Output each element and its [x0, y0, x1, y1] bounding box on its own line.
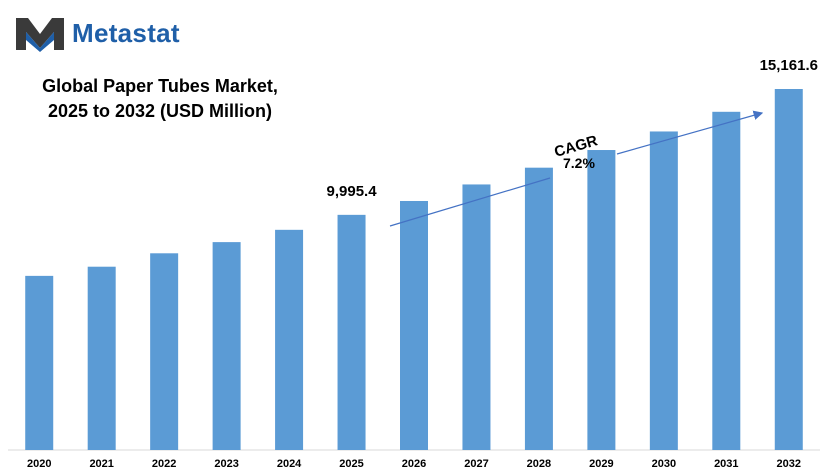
x-tick-2032: 2032	[777, 458, 801, 470]
chart-title: Global Paper Tubes Market, 2025 to 2032 …	[10, 74, 310, 124]
x-tick-2026: 2026	[402, 458, 426, 470]
bar-2031	[712, 111, 741, 451]
x-tick-2025: 2025	[339, 458, 363, 470]
bar-2026	[400, 200, 428, 450]
x-tick-labels: 2020 2021 2022 2023 2024 2025 2026 2027 2028 2029…	[27, 458, 801, 470]
x-tick-2022: 2022	[152, 458, 176, 470]
metastat-m-logo-icon	[16, 18, 64, 52]
bar-2022	[150, 253, 179, 450]
bar-2029	[587, 150, 616, 450]
data-labels: 9,995.4 15,161.6	[327, 57, 818, 200]
bars-group	[25, 89, 803, 451]
bar-2028	[524, 167, 553, 450]
x-tick-2027: 2027	[464, 458, 488, 470]
x-tick-2020: 2020	[27, 458, 51, 470]
brand-name: Metastat	[72, 17, 180, 48]
x-tick-2024: 2024	[277, 458, 302, 470]
x-tick-2031: 2031	[714, 458, 738, 470]
brand-logo: Metastat	[14, 14, 180, 52]
x-tick-2028: 2028	[527, 458, 551, 470]
bar-2032	[774, 89, 803, 450]
cagr-arrow-right	[616, 110, 764, 155]
x-tick-2021: 2021	[89, 458, 113, 470]
data-label-2025: 9,995.4	[327, 183, 378, 200]
x-tick-2029: 2029	[589, 458, 613, 470]
bar-2024	[275, 229, 304, 450]
x-tick-2030: 2030	[652, 458, 676, 470]
bar-2023	[212, 242, 241, 450]
bar-2021	[87, 266, 116, 450]
data-label-2032: 15,161.6	[760, 57, 818, 74]
bar-2030	[649, 131, 678, 450]
chart-title-line-2: 2025 to 2032 (USD Million)	[47, 101, 273, 121]
cagr-value: 7.2%	[563, 155, 595, 171]
cagr-arrow-left	[389, 177, 551, 227]
x-tick-2023: 2023	[214, 458, 238, 470]
chart-title-line-1: Global Paper Tubes Market,	[42, 76, 278, 96]
bar-2027	[462, 184, 491, 450]
bar-2025	[337, 214, 366, 450]
bar-2020	[25, 275, 54, 450]
